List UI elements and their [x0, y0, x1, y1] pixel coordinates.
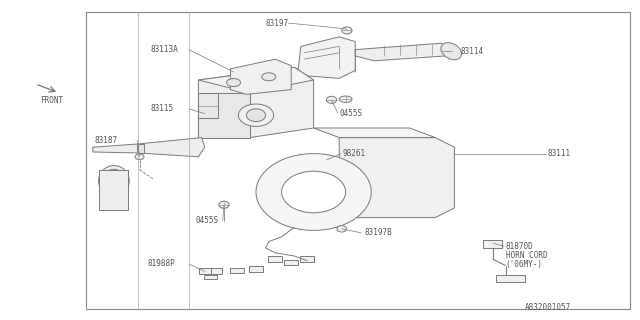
- Ellipse shape: [135, 154, 144, 160]
- Bar: [284, 260, 298, 265]
- Ellipse shape: [219, 201, 229, 208]
- Text: 83113A: 83113A: [150, 45, 178, 54]
- Text: 0455S: 0455S: [339, 109, 362, 118]
- Ellipse shape: [227, 79, 241, 87]
- Bar: [496, 275, 525, 282]
- Text: 81988P: 81988P: [147, 260, 175, 268]
- Polygon shape: [198, 93, 250, 138]
- Bar: [211, 268, 222, 274]
- Polygon shape: [198, 67, 314, 93]
- Text: 0455S: 0455S: [195, 216, 218, 225]
- Bar: [204, 275, 217, 279]
- Circle shape: [339, 96, 352, 102]
- Bar: [300, 256, 314, 262]
- Ellipse shape: [326, 96, 337, 103]
- Polygon shape: [93, 144, 138, 153]
- Text: 98261: 98261: [342, 149, 365, 158]
- Ellipse shape: [239, 104, 274, 126]
- Text: 83111: 83111: [547, 149, 570, 158]
- Text: 83114: 83114: [461, 47, 484, 56]
- Polygon shape: [355, 43, 451, 61]
- Text: 83197B: 83197B: [365, 228, 392, 237]
- Text: FRONT: FRONT: [40, 96, 63, 105]
- Ellipse shape: [337, 226, 347, 232]
- Ellipse shape: [262, 73, 276, 81]
- Text: 83187: 83187: [95, 136, 118, 145]
- Text: 81870D: 81870D: [506, 242, 533, 251]
- Ellipse shape: [342, 27, 352, 34]
- Polygon shape: [339, 138, 454, 218]
- Bar: [483, 240, 502, 248]
- Ellipse shape: [246, 109, 266, 122]
- Ellipse shape: [99, 166, 129, 196]
- Text: 83115: 83115: [150, 104, 173, 113]
- Text: HORN CORD: HORN CORD: [506, 252, 547, 260]
- Ellipse shape: [102, 169, 125, 192]
- Text: ('06MY-): ('06MY-): [506, 260, 543, 268]
- Ellipse shape: [441, 43, 461, 60]
- Ellipse shape: [282, 171, 346, 213]
- Polygon shape: [99, 170, 128, 210]
- Bar: [86, 12, 630, 309]
- Ellipse shape: [256, 154, 371, 230]
- Polygon shape: [138, 138, 205, 157]
- Bar: [249, 266, 263, 272]
- Polygon shape: [314, 128, 435, 138]
- Polygon shape: [298, 37, 355, 78]
- Bar: [268, 256, 282, 262]
- Polygon shape: [198, 93, 218, 118]
- Polygon shape: [198, 67, 314, 138]
- Bar: [230, 268, 244, 273]
- Bar: [199, 268, 211, 274]
- Text: A832001057: A832001057: [525, 303, 571, 312]
- Polygon shape: [138, 144, 144, 153]
- Text: 83197: 83197: [266, 19, 289, 28]
- Polygon shape: [230, 59, 291, 94]
